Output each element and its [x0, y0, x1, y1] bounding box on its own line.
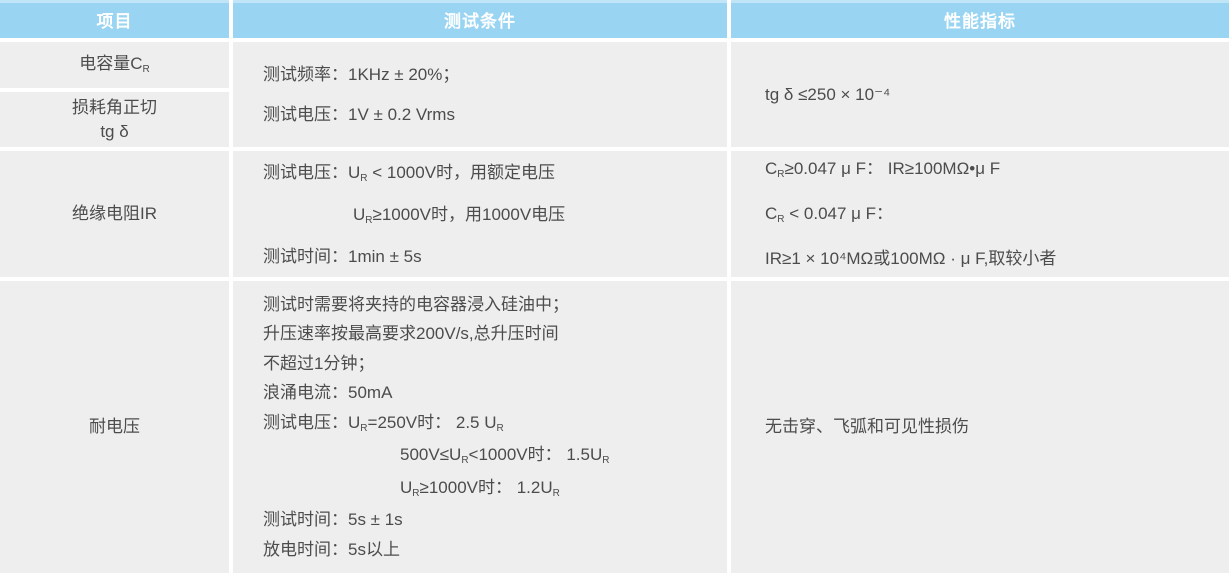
- subscript: R: [552, 487, 560, 499]
- text-segment: tg δ ≤250 × 10⁻⁴: [765, 84, 891, 104]
- header-cell-performance: 性能指标: [731, 0, 1229, 38]
- subscript: R: [777, 214, 785, 225]
- text-line: tg δ: [100, 120, 128, 144]
- text-line: 测试时需要将夹持的电容器浸入硅油中；: [263, 290, 719, 320]
- text-segment: 损耗角正切: [72, 97, 157, 117]
- text-line: 不超过1分钟；: [263, 349, 719, 379]
- cell-withstand-performance: 无击穿、飞弧和可见性损伤: [731, 281, 1229, 573]
- cell-withstand-conditions: 测试时需要将夹持的电容器浸入硅油中； 升压速率按最高要求200V/s,总升压时间不…: [233, 281, 727, 573]
- subscript: R: [365, 214, 373, 226]
- cell-withstand-item: 耐电压: [0, 281, 229, 573]
- text-segment: 无击穿、飞弧和可见性损伤: [765, 417, 969, 436]
- subscript: R: [142, 63, 150, 75]
- text-segment: 电容量C: [79, 53, 143, 73]
- text-segment: 浪涌电流：50mA: [263, 383, 393, 403]
- text-line: 放电时间：5s以上: [263, 535, 719, 565]
- text-segment: 测试时需要将夹持的电容器浸入硅油中；: [263, 294, 569, 314]
- text-segment: 不超过1分钟；: [263, 353, 375, 373]
- text-segment: ≥1000V时，用1000V电压: [372, 204, 566, 224]
- text-segment: 升压速率按最高要求200V/s,总升压时间: [263, 324, 559, 344]
- cell-capacitance-performance: tg δ ≤250 × 10⁻⁴: [731, 42, 1229, 147]
- text-line: 耐电压: [89, 415, 140, 439]
- text-segment: 放电时间：5s以上: [263, 539, 400, 559]
- text-line: UR≥1000V时： 1.2UR: [263, 473, 719, 506]
- text-segment: tg δ: [100, 121, 129, 141]
- subscript: R: [360, 422, 368, 434]
- subscript: R: [461, 455, 469, 467]
- text-segment: < 1000V时，用额定电压: [367, 162, 556, 182]
- text-segment: IR≥1 × 10⁴MΩ或100MΩ · μ F,取较小者: [765, 249, 1057, 268]
- text-line: tg δ ≤250 × 10⁻⁴: [765, 75, 1221, 115]
- cell-insulation-conditions: 测试电压：UR < 1000V时，用额定电压 UR≥1000V时，用1000V电压…: [233, 151, 727, 277]
- text-segment: 测试频率：1KHz ± 20%；: [263, 64, 460, 84]
- text-line: 测试电压：UR < 1000V时，用额定电压: [263, 153, 719, 195]
- subscript: R: [360, 172, 368, 184]
- text-line: 绝缘电阻IR: [72, 202, 157, 226]
- text-line: CR≥0.047 μ F： IR≥100MΩ•μ F: [765, 148, 1221, 193]
- text-segment: <1000V时： 1.5U: [468, 445, 603, 465]
- text-segment: < 0.047 μ F：: [784, 204, 894, 223]
- text-segment: ≥0.047 μ F： IR≥100MΩ•μ F: [784, 159, 1001, 178]
- cell-insulation-performance: CR≥0.047 μ F： IR≥100MΩ•μ F CR < 0.047 μ F…: [731, 151, 1229, 277]
- capacitance-item-stack: 电容量CR 损耗角正切 tg δ: [0, 42, 229, 147]
- cell-capacitance-item: 电容量CR: [0, 42, 229, 88]
- text-line: 电容量CR: [79, 52, 150, 79]
- text-segment: 测试电压：U: [263, 412, 361, 432]
- text-line: 测试电压：UR=250V时： 2.5 UR: [263, 408, 719, 441]
- text-line: 测试时间：5s ± 1s: [263, 505, 719, 535]
- text-segment: 耐电压: [89, 417, 140, 436]
- text-segment: 绝缘电阻IR: [72, 204, 157, 223]
- text-segment: U: [353, 204, 366, 224]
- header-cell-test-conditions: 测试条件: [233, 0, 727, 38]
- header-label-performance: 性能指标: [944, 11, 1016, 31]
- subscript: R: [412, 487, 420, 499]
- text-line: 测试频率：1KHz ± 20%；: [263, 55, 719, 95]
- text-line: 升压速率按最高要求200V/s,总升压时间: [263, 319, 719, 349]
- header-label-item: 项目: [96, 11, 133, 31]
- text-segment: C: [765, 159, 778, 178]
- cell-tangent-item: 损耗角正切 tg δ: [0, 92, 229, 147]
- header-cell-item: 项目: [0, 0, 229, 38]
- text-segment: 测试电压：1V ± 0.2 Vrms: [263, 104, 455, 124]
- text-line: UR≥1000V时，用1000V电压: [263, 195, 719, 237]
- text-line: 无击穿、飞弧和可见性损伤: [765, 415, 1221, 439]
- subscript: R: [496, 422, 504, 434]
- subscript: R: [602, 455, 610, 467]
- text-line: 测试电压：1V ± 0.2 Vrms: [263, 95, 719, 135]
- cell-capacitance-conditions: 测试频率：1KHz ± 20%； 测试电压：1V ± 0.2 Vrms: [233, 42, 727, 147]
- text-line: 500V≤UR<1000V时： 1.5UR: [263, 440, 719, 473]
- text-line: IR≥1 × 10⁴MΩ或100MΩ · μ F,取较小者: [765, 238, 1221, 280]
- text-segment: 500V≤U: [400, 445, 462, 465]
- text-segment: 测试时间：5s ± 1s: [263, 510, 403, 530]
- text-line: 损耗角正切: [72, 96, 157, 120]
- text-line: 测试时间：1min ± 5s: [263, 237, 719, 276]
- subscript: R: [777, 169, 785, 180]
- text-segment: C: [765, 204, 778, 223]
- text-segment: U: [400, 477, 413, 497]
- text-segment: =250V时： 2.5 U: [367, 412, 497, 432]
- header-label-test-conditions: 测试条件: [444, 11, 516, 31]
- text-segment: ≥1000V时： 1.2U: [419, 477, 553, 497]
- text-segment: 测试电压：U: [263, 162, 361, 182]
- text-line: CR < 0.047 μ F：: [765, 193, 1221, 238]
- cell-insulation-item: 绝缘电阻IR: [0, 151, 229, 277]
- text-line: 浪涌电流：50mA: [263, 378, 719, 408]
- text-segment: 测试时间：1min ± 5s: [263, 246, 422, 266]
